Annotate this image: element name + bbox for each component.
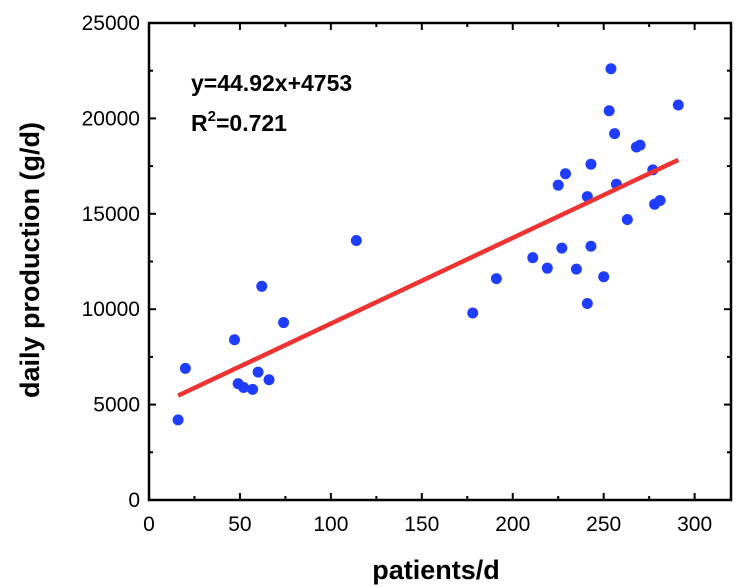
data-point: [556, 242, 568, 254]
data-point: [172, 414, 184, 426]
data-point: [585, 240, 597, 252]
x-tick-label: 250: [586, 513, 621, 536]
data-point: [672, 99, 684, 111]
x-tick-label: 0: [143, 513, 155, 536]
data-point: [252, 366, 264, 378]
data-point: [570, 263, 582, 275]
data-point: [654, 194, 666, 206]
x-tick-label: 50: [228, 513, 251, 536]
data-point: [238, 381, 250, 393]
data-point: [256, 280, 268, 292]
data-point: [634, 139, 646, 151]
data-point: [552, 179, 564, 191]
data-point: [603, 105, 615, 117]
plot-frame: [147, 21, 733, 502]
data-point: [621, 214, 633, 226]
y-tick-label: 5000: [93, 394, 140, 417]
data-point: [559, 168, 571, 180]
r-squared-value: =0.721: [216, 110, 287, 136]
data-point: [467, 307, 479, 319]
data-point: [490, 273, 502, 285]
r-squared: R2=0.721: [191, 108, 287, 136]
y-tick-label: 0: [128, 489, 140, 512]
data-point: [263, 374, 275, 386]
data-points: [172, 63, 684, 426]
data-point: [598, 271, 610, 283]
data-point: [228, 334, 240, 346]
data-point: [541, 262, 553, 274]
tick-labels: 0 50 100 150 200 250 300 0 5000 10000 15000 20000 25…: [82, 12, 713, 536]
x-tick-label: 300: [677, 513, 712, 536]
y-tick-label: 20000: [82, 107, 140, 130]
data-point: [585, 158, 597, 170]
data-point: [581, 297, 593, 309]
data-point: [278, 317, 290, 329]
x-tick-label: 150: [404, 513, 439, 536]
data-point: [350, 235, 362, 247]
x-tick-label: 100: [313, 513, 348, 536]
r-squared-prefix: R: [191, 110, 208, 136]
y-tick-label: 10000: [82, 298, 140, 321]
data-point: [179, 362, 191, 374]
data-point: [527, 252, 539, 264]
y-tick-label: 25000: [82, 12, 140, 35]
y-axis-title: daily production (g/d): [15, 122, 45, 398]
data-point: [609, 128, 621, 140]
fit-equation: y=44.92x+4753: [191, 70, 352, 96]
x-tick-label: 200: [495, 513, 530, 536]
r-squared-superscript: 2: [208, 108, 216, 125]
y-tick-label: 15000: [82, 203, 140, 226]
data-point: [605, 63, 617, 75]
x-axis-title: patients/d: [372, 555, 500, 585]
data-point: [247, 383, 259, 395]
fit-line: [177, 157, 680, 398]
